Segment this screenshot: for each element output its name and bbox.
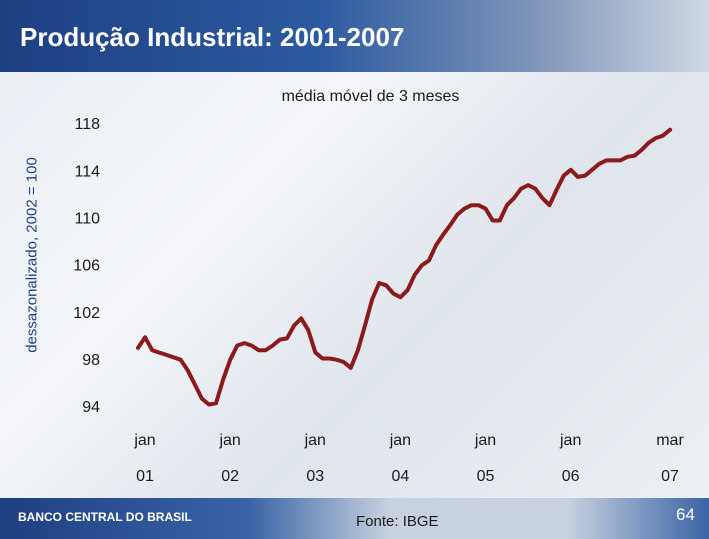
y-tick-label: 106 [73,258,100,275]
x-tick-label: jan 03 [304,432,326,485]
chart-subtitle: média móvel de 3 meses [281,88,460,105]
x-tick-label: jan 01 [134,432,156,485]
x-tick-label: jan 02 [219,432,241,485]
y-tick-label: 98 [82,352,100,369]
y-tick-label: 94 [82,399,100,416]
y-tick-label: 102 [73,305,100,322]
x-tick-label: jan 05 [474,432,497,485]
y-tick-label: 110 [74,211,100,228]
page-number: 64 [676,505,695,524]
source-note: Fonte: IBGE [356,513,439,530]
y-tick-label: 114 [74,163,100,180]
x-tick-label: mar 07 [656,432,684,485]
data-line [136,127,673,407]
x-tick-label: jan 04 [389,432,412,485]
bank-logo: BANCO CENTRAL DO BRASIL [18,510,192,524]
header-bar [0,0,709,72]
footer-bar [0,498,709,539]
x-tick-label: jan 06 [559,432,582,485]
slide-title: Produção Industrial: 2001-2007 [20,22,405,52]
y-tick-label: 118 [74,116,100,133]
